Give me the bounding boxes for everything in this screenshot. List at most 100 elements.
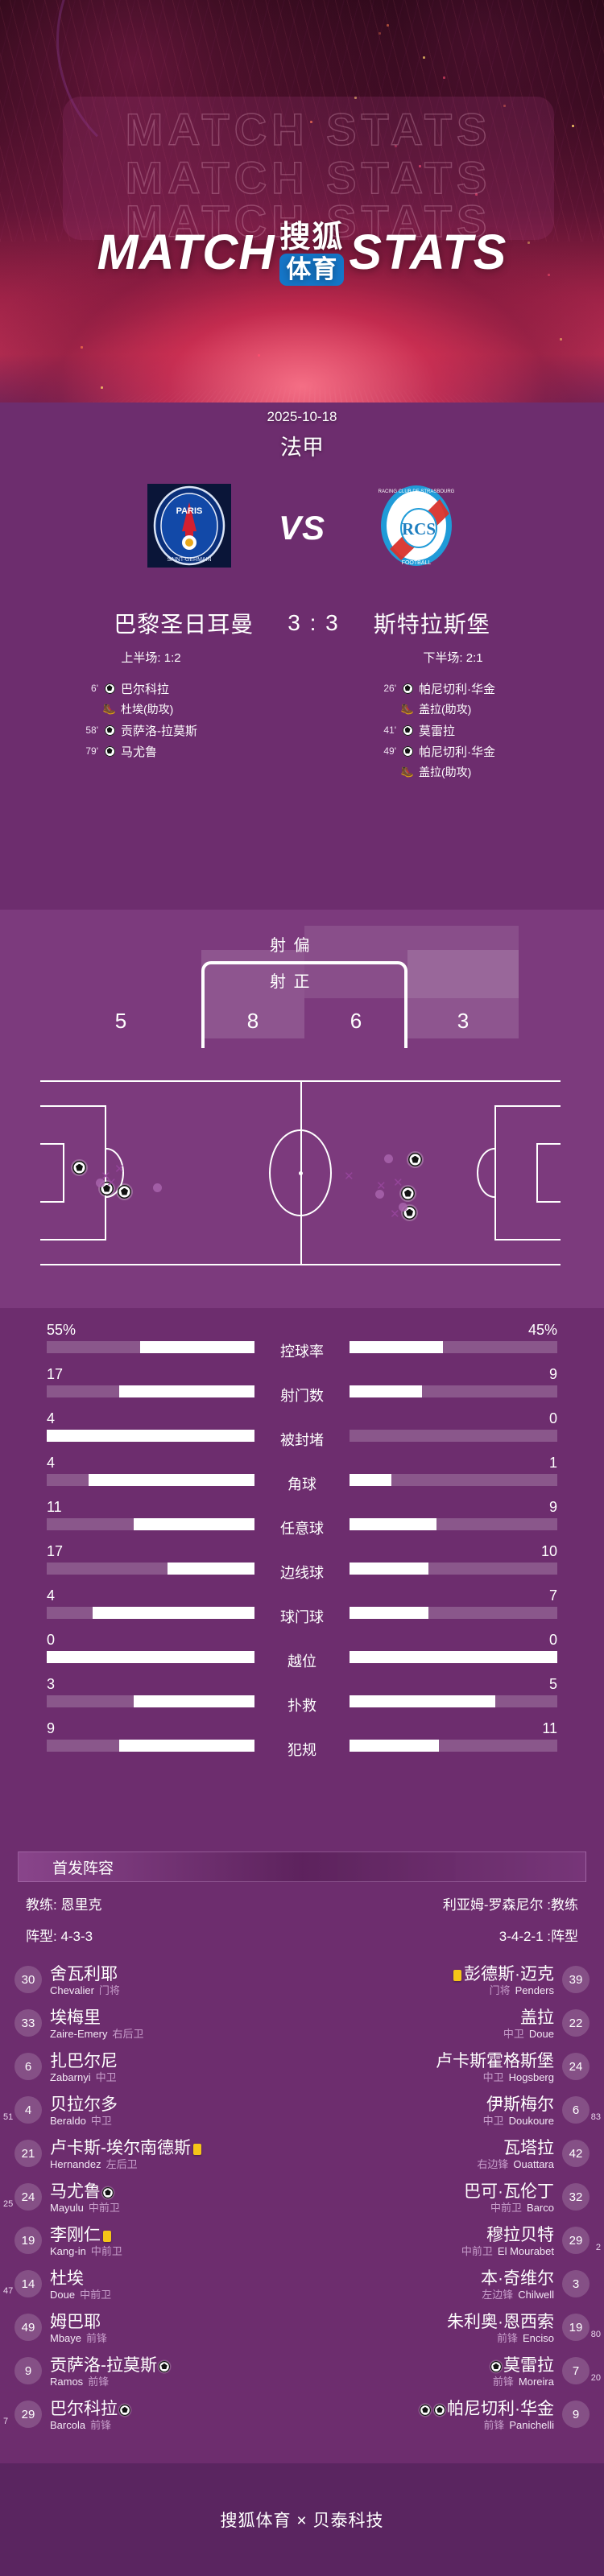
stat-away-bar (350, 1430, 557, 1442)
stat-label: 边线球 (280, 1565, 324, 1581)
stat-label: 控球率 (280, 1344, 324, 1360)
assist-boot-icon: 🥾 (102, 703, 117, 715)
player-name-en: Moreira (518, 2376, 554, 2388)
stat-home-value: 0 (47, 1632, 56, 1648)
shot-distribution: 射 偏 射 正 5 8 6 3 (0, 910, 604, 1048)
player-name-en: Chilwell (518, 2289, 554, 2301)
stat-label: 越位 (288, 1653, 316, 1670)
goal-event-row: 79' 马尤鲁 (71, 741, 306, 762)
player-number: 32 (562, 2183, 590, 2211)
goal-ball-icon (119, 2405, 130, 2416)
ghost-title-3: MATCH STATS (125, 195, 492, 240)
center-circle (269, 1129, 332, 1216)
stat-home-bar (47, 1563, 254, 1575)
svg-text:SAINT-GERMAIN: SAINT-GERMAIN (167, 557, 211, 563)
player-sub-minute: 20 (590, 2373, 601, 2383)
yellow-card-icon (103, 2231, 111, 2242)
match-date: 2025-10-18 (267, 409, 337, 424)
match-league: 法甲 (280, 436, 324, 460)
away-player: 29 2 穆拉贝特 中前卫 El Mourabet (302, 2219, 604, 2262)
stat-home-value: 4 (47, 1587, 56, 1604)
stat-home-value: 17 (47, 1543, 64, 1559)
stat-home-value: 55% (47, 1322, 77, 1338)
stat-away-value: 1 (548, 1455, 557, 1471)
player-number: 39 (562, 1966, 590, 1993)
goal-event-row: 41' 莫雷拉 (369, 720, 604, 741)
player-name: 穆拉贝特 (486, 2226, 554, 2244)
sohu-sports-logo: 搜狐 体育 (279, 221, 345, 287)
on-target-box (201, 961, 407, 1048)
home-player: 29 7 巴尔科拉 Barcola 前锋 (0, 2392, 302, 2436)
player-number: 21 (14, 2140, 42, 2167)
player-name: 舍瓦利耶 (50, 1965, 118, 1984)
player-number: 24 (14, 2183, 42, 2211)
home-player: 21 卢卡斯-埃尔南德斯 Hernandez 左后卫 (0, 2132, 302, 2175)
player-name-en: Doukoure (508, 2115, 554, 2127)
right-penalty-area (494, 1105, 561, 1241)
player-name: 盖拉 (520, 2008, 554, 2027)
stat-away-value: 0 (548, 1632, 557, 1648)
yellow-card-icon (193, 2144, 201, 2155)
stat-label: 射门数 (280, 1388, 324, 1404)
player-number: 29 (562, 2227, 590, 2254)
player-name: 巴尔科拉 (50, 2396, 132, 2420)
player-position: 左边锋 (482, 2289, 514, 2301)
stat-home-value: 9 (47, 1720, 56, 1736)
player-name-en: Beraldo (50, 2115, 86, 2127)
player-name: 埃梅里 (50, 2008, 101, 2027)
formations-row: 阵型: 4-3-3 3-4-2-1 :阵型 (0, 1925, 604, 1945)
home-player: 30 舍瓦利耶 Chevalier 门将 (0, 1958, 302, 2001)
stat-away-bar (350, 1341, 557, 1353)
player-name: 卢卡斯霍格斯堡 (436, 2052, 554, 2070)
shot-marker-goal (118, 1185, 131, 1199)
goal-ball-icon (98, 745, 121, 758)
stat-away-bar (350, 1518, 557, 1530)
stat-home-bar (47, 1341, 254, 1353)
player-position: 中卫 (90, 2115, 112, 2127)
ghost-title-2: MATCH STATS (125, 151, 492, 203)
goal-event-row: 🥾 杜埃(助攻) (71, 699, 306, 720)
stat-home-bar (47, 1607, 254, 1619)
player-name-en: Panichelli (509, 2419, 554, 2431)
player-name: 杜埃 (50, 2269, 84, 2288)
lineup-row: 24 25 马尤鲁 Mayulu 中前卫 32 巴可·瓦伦丁 中前卫 Barco (0, 2175, 604, 2219)
away-on-target-count: 6 (350, 1009, 362, 1033)
lineup-row: 6 扎巴尔尼 Zabarnyi 中卫 24 卢卡斯霍格斯堡 中卫 Hogsberg (0, 2045, 604, 2088)
player-number: 19 (562, 2314, 590, 2341)
shot-marker-miss: ✕ (344, 1170, 354, 1183)
player-name: 莫雷拉 (489, 2352, 554, 2376)
left-penalty-area (40, 1105, 106, 1241)
right-goal-area (536, 1143, 561, 1203)
home-player: 14 47 杜埃 Doue 中前卫 (0, 2262, 302, 2306)
first-half-score: 上半场: 1:2 (121, 651, 181, 665)
shot-marker-miss: ✕ (376, 1179, 387, 1193)
player-position: 中卫 (482, 2071, 504, 2083)
center-spot (298, 1170, 303, 1175)
player-number: 30 (14, 1966, 42, 1993)
home-player: 6 扎巴尔尼 Zabarnyi 中卫 (0, 2045, 302, 2088)
away-coach: 利亚姆-罗森尼尔 :教练 (442, 1897, 578, 1913)
player-position: 中卫 (503, 2028, 524, 2040)
player-position: 右边锋 (477, 2158, 509, 2170)
event-minute: 41' (383, 724, 396, 736)
player-number: 42 (562, 2140, 590, 2167)
player-position: 门将 (98, 1984, 120, 1996)
stat-label: 犯规 (288, 1742, 316, 1758)
stat-label: 扑救 (288, 1698, 316, 1714)
player-name: 本·奇维尔 (481, 2269, 554, 2288)
stat-row: 4 1 角球 (0, 1455, 604, 1499)
shot-marker-dot (96, 1179, 105, 1187)
stat-away-value: 45% (527, 1322, 557, 1338)
player-position: 中卫 (95, 2071, 117, 2083)
page-title: MATCH 搜狐 体育 STATS (0, 221, 604, 287)
player-number: 3 (562, 2270, 590, 2297)
lineup-section-header: 首发阵容 (18, 1852, 586, 1882)
stat-away-value: 11 (542, 1720, 557, 1736)
goal-ball-icon (396, 745, 419, 758)
second-half-score: 下半场: 2:1 (423, 651, 483, 665)
sohu-brand-text: 搜狐 (279, 221, 345, 255)
player-name: 马尤鲁 (50, 2178, 115, 2202)
player-number: 6 (14, 2053, 42, 2080)
player-number: 6 (562, 2096, 590, 2124)
player-position: 右后卫 (112, 2028, 144, 2040)
